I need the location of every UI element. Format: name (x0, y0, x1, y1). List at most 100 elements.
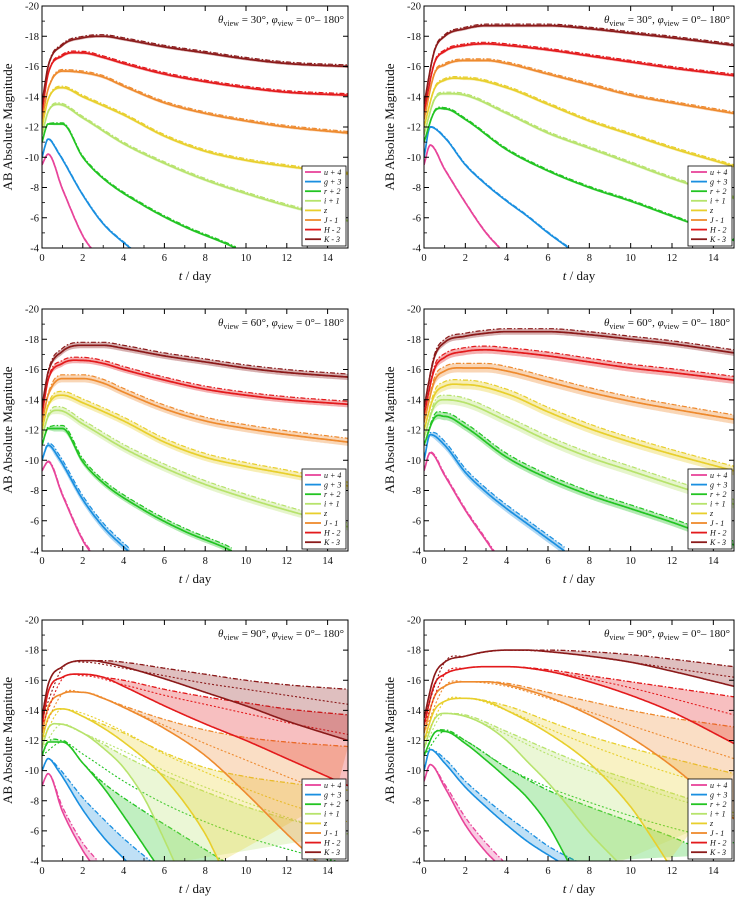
line-upper-g + 3 (424, 125, 570, 248)
y-tick-label: -20 (25, 616, 39, 627)
line-upper-i + 1 (424, 394, 734, 501)
x-tick-label: 10 (241, 253, 252, 264)
y-tick-label: -14 (25, 706, 40, 717)
legend-label: J - 1 (710, 829, 724, 838)
line-upper-H - 2 (424, 345, 734, 416)
line-r + 2 (42, 123, 237, 248)
band-z (424, 698, 734, 861)
line-H - 2 (42, 51, 348, 113)
line-H - 2 (424, 665, 734, 745)
line-mid-z (42, 708, 348, 823)
plot-area (424, 23, 734, 248)
line-upper-i + 1 (42, 723, 348, 835)
line-upper-J - 1 (42, 374, 348, 439)
line-upper-z (42, 708, 348, 791)
plot-area (424, 328, 734, 551)
y-tick-label: -12 (25, 736, 39, 747)
x-tick-label: 4 (504, 253, 510, 264)
x-tick-label: 10 (625, 556, 636, 567)
x-tick-label: 0 (39, 253, 44, 264)
x-tick-label: 0 (421, 253, 426, 264)
y-tick-label: -6 (412, 826, 421, 837)
band-J - 1 (424, 363, 734, 424)
x-tick-label: 14 (708, 866, 719, 877)
line-J - 1 (42, 70, 348, 134)
band-r + 2 (42, 425, 232, 551)
band-g + 3 (424, 432, 565, 551)
legend: u + 4g + 3r + 2i + 1zJ - 1H - 2K - 3 (687, 165, 733, 247)
line-J - 1 (42, 377, 348, 443)
line-H - 2 (424, 348, 734, 416)
legend-label: H - 2 (709, 838, 726, 847)
y-tick-label: -18 (25, 335, 39, 346)
line-upper-J - 1 (42, 68, 348, 133)
x-tick-label: 0 (39, 556, 44, 567)
band-r + 2 (42, 122, 236, 248)
y-tick-label: -4 (412, 547, 421, 558)
line-upper-r + 2 (42, 424, 232, 549)
legend-label: J - 1 (710, 519, 724, 528)
line-H - 2 (424, 42, 734, 113)
legend-label: K - 3 (709, 848, 726, 857)
line-J - 1 (424, 367, 734, 423)
x-tick-label: 14 (708, 253, 719, 264)
y-tick-label: -16 (25, 676, 39, 687)
y-tick-label: -6 (30, 516, 39, 527)
line-i + 1 (424, 398, 734, 505)
y-tick-label: -8 (30, 183, 39, 194)
x-tick-label: 4 (121, 556, 127, 567)
chart-panel-bottom-left: 0 2 4 6 8 10 12 14 -4 -6 -8 -10 -12 -14 -16 -18 -20 t / d… (0, 616, 349, 896)
x-tick-label: 0 (421, 556, 426, 567)
line-K - 3 (42, 659, 348, 742)
line-r + 2 (424, 107, 734, 242)
x-tick-label: 8 (587, 866, 592, 877)
legend-label: H - 2 (709, 528, 726, 537)
y-tick-label: -20 (407, 2, 421, 13)
x-tick-label: 6 (545, 253, 550, 264)
y-tick-label: -10 (25, 766, 39, 777)
line-u + 4 (424, 763, 496, 861)
x-axis-label: t / day (179, 268, 212, 283)
band-g + 3 (42, 758, 151, 861)
line-u + 4 (424, 451, 495, 551)
legend-label: J - 1 (324, 216, 338, 225)
y-tick-label: -8 (412, 796, 421, 807)
band-r + 2 (424, 729, 714, 861)
x-tick-label: 6 (162, 866, 167, 877)
x-tick-label: 4 (121, 866, 127, 877)
line-u + 4 (42, 153, 92, 248)
line-r + 2 (424, 729, 569, 861)
legend-label: K - 3 (323, 235, 340, 244)
band-i + 1 (424, 713, 734, 861)
line-g + 3 (42, 138, 132, 248)
y-tick-label: -12 (407, 123, 421, 134)
band-g + 3 (42, 138, 132, 248)
legend-label: K - 3 (323, 848, 340, 857)
view-angle-annotation: θview = 30°, φview = 0°– 180° (604, 14, 730, 28)
y-tick-label: -16 (407, 62, 421, 73)
y-tick-label: -6 (30, 826, 39, 837)
line-r + 2 (42, 427, 233, 551)
line-upper-H - 2 (42, 50, 348, 112)
chart-panel-middle-left: 0 2 4 6 8 10 12 14 -4 -6 -8 -10 -12 -14 -16 -18 -20 t / d… (0, 305, 349, 586)
line-upper-r + 2 (424, 106, 734, 240)
band-K - 3 (42, 342, 348, 408)
line-r + 2 (42, 741, 155, 861)
chart-panel-top-left: 0 2 4 6 8 10 12 14 -4 -6 -8 -10 -12 -14 -16 -18 -20 t / d… (0, 2, 349, 283)
band-K - 3 (42, 660, 348, 741)
view-angle-annotation: θview = 60°, φview = 0°– 180° (604, 317, 730, 331)
y-tick-label: -20 (407, 305, 421, 316)
legend-label: z (323, 509, 328, 518)
legend-label: z (709, 206, 714, 215)
legend-label: u + 4 (324, 781, 341, 790)
x-axis-label: t / day (179, 571, 212, 586)
x-tick-label: 2 (463, 556, 468, 567)
x-tick-label: 0 (421, 866, 426, 877)
x-tick-label: 10 (625, 866, 636, 877)
line-upper-z (424, 379, 734, 467)
line-z (42, 86, 348, 175)
y-tick-label: -20 (25, 305, 39, 316)
legend-label: z (709, 819, 714, 828)
y-tick-label: -4 (412, 857, 421, 868)
y-tick-label: -18 (407, 646, 421, 657)
